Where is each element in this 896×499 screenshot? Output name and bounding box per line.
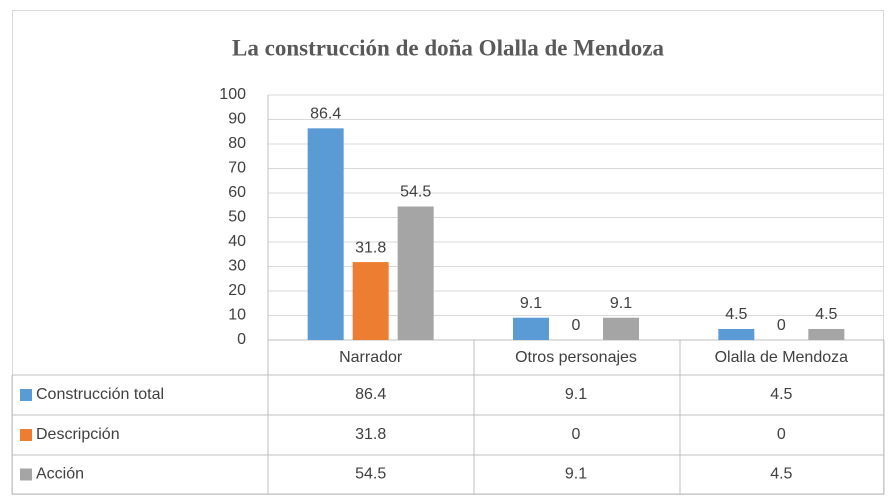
table-cell: 9.1 [565,386,587,403]
data-label: 31.8 [355,239,386,256]
y-tick-label: 60 [228,184,246,201]
y-tick-label: 40 [228,233,246,250]
chart-title: La construcción de doña Olalla de Mendoz… [232,35,664,60]
bar [603,317,639,340]
y-tick-label: 70 [228,160,246,177]
table-cell: 0 [572,426,581,443]
data-label: 9.1 [610,295,632,312]
table-cell: 9.1 [565,466,587,483]
y-tick-label: 100 [219,86,246,103]
bar [397,206,434,340]
bar [513,317,549,340]
table-cell: 31.8 [355,426,386,443]
y-tick-label: 10 [228,307,246,324]
bar [718,328,755,340]
data-label: 4.5 [725,306,747,323]
table-cell: 4.5 [770,466,792,483]
y-tick-label: 50 [228,209,246,226]
chart-border [12,10,884,495]
bar [307,128,344,340]
data-label: 86.4 [310,106,341,123]
legend-label: Construcción total [36,386,164,403]
y-tick-label: 0 [237,331,246,348]
data-label: 4.5 [815,306,837,323]
table-cell: 4.5 [770,386,792,403]
bar [352,262,389,340]
legend-swatch [20,389,32,401]
data-label: 9.1 [520,295,542,312]
data-label: 0 [572,317,581,334]
table-cell: 54.5 [355,466,386,483]
category-label: Otros personajes [515,349,637,366]
legend-label: Descripción [36,426,120,443]
y-tick-label: 80 [228,135,246,152]
category-label: Narrador [339,349,403,366]
legend-swatch [20,468,32,481]
table-cell: 0 [777,426,786,443]
data-label: 54.5 [400,184,431,201]
table-cell: 86.4 [355,386,386,403]
category-label: Olalla de Mendoza [715,349,849,366]
y-tick-label: 90 [228,111,246,128]
legend-swatch [20,429,32,441]
y-tick-label: 30 [228,258,246,275]
bar [808,328,845,340]
data-label: 0 [777,317,786,334]
y-tick-label: 20 [228,282,246,299]
legend-label: Acción [36,466,84,483]
